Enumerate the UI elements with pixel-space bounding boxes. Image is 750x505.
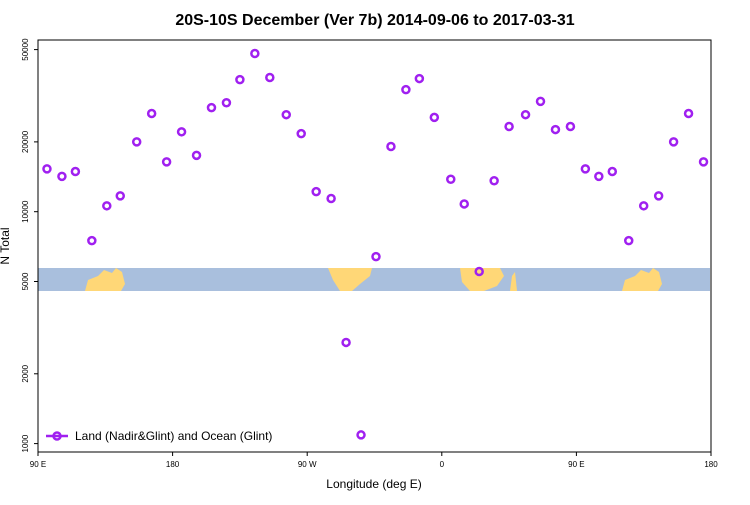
point bbox=[42, 164, 52, 174]
point bbox=[607, 166, 618, 177]
point bbox=[281, 109, 292, 120]
x-tick-label: 90 E bbox=[568, 460, 584, 469]
point bbox=[520, 109, 531, 120]
point bbox=[296, 128, 306, 139]
point bbox=[235, 74, 245, 85]
point bbox=[429, 112, 440, 123]
point bbox=[594, 171, 604, 182]
plot-frame bbox=[37, 39, 712, 453]
point bbox=[146, 108, 157, 119]
point bbox=[638, 201, 649, 211]
y-tick-label: 5000 bbox=[21, 272, 30, 290]
point bbox=[265, 72, 275, 83]
x-tick-label: 90 W bbox=[298, 460, 317, 469]
y-tick-label: 50000 bbox=[21, 38, 30, 61]
legend-label: Land (Nadir&Glint) and Ocean (Glint) bbox=[75, 429, 272, 443]
point bbox=[446, 174, 456, 185]
point bbox=[161, 157, 172, 167]
point bbox=[371, 251, 381, 262]
point bbox=[565, 121, 576, 132]
y-tick-label: 1000 bbox=[21, 434, 30, 452]
chart-title: 20S-10S December (Ver 7b) 2014-09-06 to … bbox=[175, 12, 574, 29]
y-tick-label: 20000 bbox=[21, 130, 30, 153]
y-tick-label: 10000 bbox=[21, 200, 30, 223]
point bbox=[221, 97, 232, 108]
point bbox=[356, 430, 366, 440]
point bbox=[459, 199, 469, 209]
point bbox=[668, 137, 679, 147]
point bbox=[474, 266, 484, 277]
y-tick-label: 2000 bbox=[21, 364, 30, 382]
point bbox=[623, 235, 634, 246]
x-tick-label: 180 bbox=[704, 460, 718, 469]
x-tick-label: 0 bbox=[440, 460, 445, 469]
x-tick-label: 180 bbox=[166, 460, 180, 469]
point bbox=[489, 175, 499, 186]
point bbox=[580, 164, 591, 174]
point bbox=[131, 137, 142, 147]
point bbox=[87, 235, 97, 246]
point bbox=[504, 121, 514, 132]
point bbox=[191, 150, 202, 161]
point bbox=[115, 191, 126, 201]
x-axis-label: Longitude (deg E) bbox=[326, 477, 421, 491]
x-tick-label: 90 E bbox=[30, 460, 46, 469]
point bbox=[176, 127, 187, 137]
point bbox=[70, 166, 81, 177]
point bbox=[311, 186, 321, 197]
legend-marker bbox=[52, 431, 62, 441]
point bbox=[653, 191, 664, 201]
point bbox=[550, 124, 561, 135]
point bbox=[414, 73, 425, 84]
point bbox=[386, 141, 396, 152]
point bbox=[401, 84, 411, 95]
point bbox=[698, 157, 709, 167]
point bbox=[341, 337, 351, 348]
point bbox=[206, 102, 217, 113]
point bbox=[326, 193, 336, 204]
map-strip bbox=[38, 268, 710, 291]
point bbox=[535, 96, 546, 107]
point bbox=[102, 201, 112, 211]
point bbox=[683, 108, 694, 119]
point bbox=[57, 171, 67, 182]
point bbox=[250, 48, 260, 59]
y-axis-label: N Total bbox=[0, 227, 12, 264]
